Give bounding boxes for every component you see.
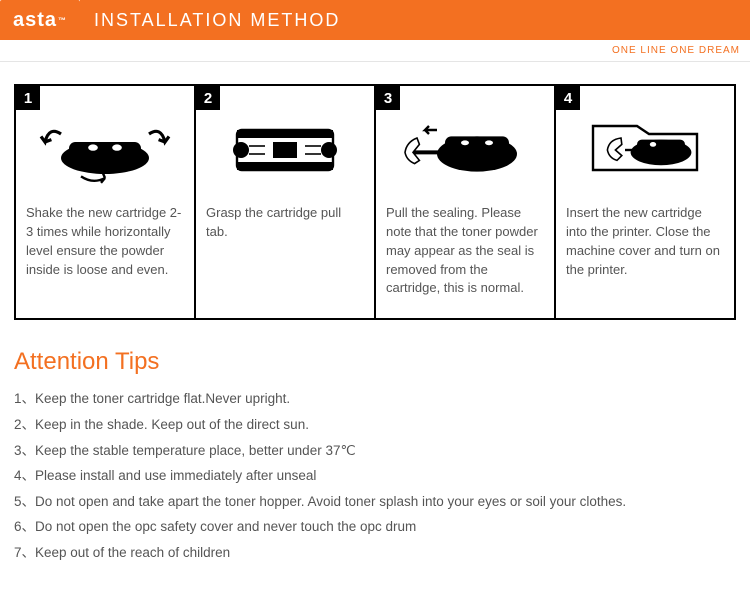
logo-text: asta [13, 9, 57, 32]
step-3: 3 Pull the sealing. Please note that the… [376, 86, 556, 318]
tips-title: Attention Tips [14, 348, 736, 376]
tip-item: 2、Keep in the shade. Keep out of the dir… [14, 412, 736, 438]
step-caption: Grasp the cartridge pull tab. [196, 190, 374, 262]
tip-item: 1、Keep the toner cartridge flat.Never up… [14, 386, 736, 412]
tip-item: 4、Please install and use immediately aft… [14, 463, 736, 489]
step-caption: Shake the new cartridge 2-3 times while … [16, 190, 194, 299]
page-title: INSTALLATION METHOD [80, 0, 750, 40]
tip-item: 5、Do not open and take apart the toner h… [14, 489, 736, 515]
step-2: 2 Grasp the cartridge pull tab. [196, 86, 376, 318]
pull-seal-icon [380, 114, 550, 186]
step-caption: Insert the new cartridge into the printe… [556, 190, 734, 299]
tip-item: 3、Keep the stable temperature place, bet… [14, 438, 736, 464]
tip-item: 6、Do not open the opc safety cover and n… [14, 514, 736, 540]
tips-section: Attention Tips 1、Keep the toner cartridg… [0, 320, 750, 585]
step-1-illustration [16, 110, 194, 190]
step-number: 1 [16, 86, 40, 110]
tip-item: 7、Keep out of the reach of children [14, 540, 736, 566]
step-number: 4 [556, 86, 580, 110]
shake-cartridge-icon [20, 114, 190, 186]
tagline: ONE LINE ONE DREAM [0, 40, 750, 62]
logo-tm: ™ [58, 16, 67, 25]
step-2-illustration [196, 110, 374, 190]
step-4: 4 Insert the new cartridge into the prin… [556, 86, 734, 318]
step-number: 2 [196, 86, 220, 110]
step-caption: Pull the sealing. Please note that the t… [376, 190, 554, 318]
grasp-tab-icon [200, 114, 370, 186]
tips-list: 1、Keep the toner cartridge flat.Never up… [14, 386, 736, 565]
step-4-illustration [556, 110, 734, 190]
step-number: 3 [376, 86, 400, 110]
insert-cartridge-icon [560, 114, 730, 186]
logo: asta™ [0, 0, 80, 40]
step-3-illustration [376, 110, 554, 190]
header-bar: asta™ INSTALLATION METHOD [0, 0, 750, 40]
steps-container: 1 Shake the new cartridge 2-3 times whil… [14, 84, 736, 320]
step-1: 1 Shake the new cartridge 2-3 times whil… [16, 86, 196, 318]
